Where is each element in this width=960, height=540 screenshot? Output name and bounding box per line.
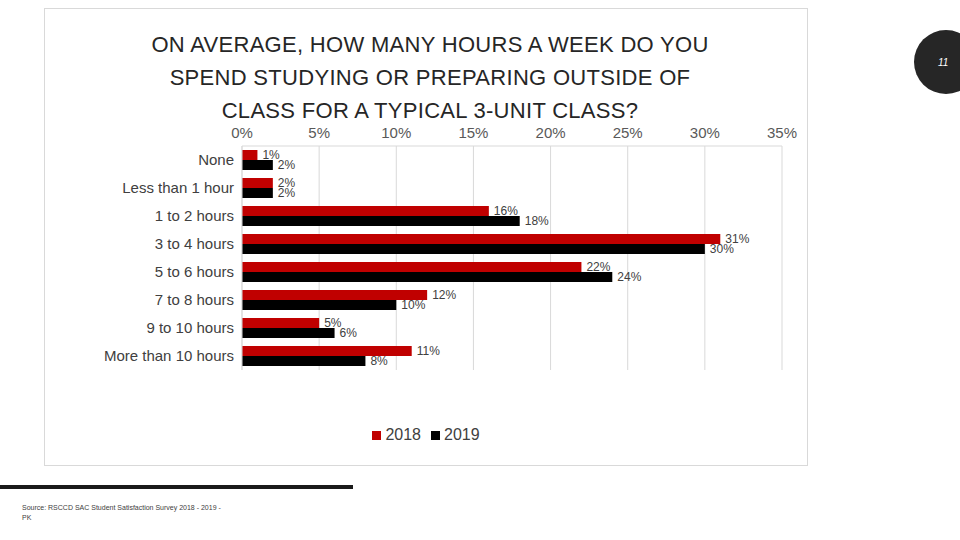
html-text:11: 11: [938, 56, 949, 68]
html-text:2019: 2019: [444, 426, 480, 443]
svg-text:18%: 18%: [525, 214, 549, 228]
svg-text:9 to 10 hours: 9 to 10 hours: [146, 319, 234, 336]
svg-text:8%: 8%: [370, 354, 388, 368]
svg-text:15%: 15%: [458, 124, 488, 141]
html-text:Source: RSCCD SAC Student Sati: Source: RSCCD SAC Student Satisfaction S…: [22, 504, 221, 521]
svg-text:2%: 2%: [278, 158, 296, 172]
svg-text:More than 10 hours: More than 10 hours: [104, 347, 234, 364]
svg-text:0%: 0%: [231, 124, 253, 141]
html-text:2018: 2018: [385, 426, 421, 443]
svg-text:11%: 11%: [417, 344, 440, 358]
svg-text:24%: 24%: [617, 270, 641, 284]
svg-text:Less than 1 hour: Less than 1 hour: [122, 179, 234, 196]
svg-text:10%: 10%: [401, 298, 425, 312]
svg-text:None: None: [198, 151, 234, 168]
svg-text:5 to 6 hours: 5 to 6 hours: [155, 263, 234, 280]
svg-text:2%: 2%: [278, 186, 296, 200]
svg-text:25%: 25%: [613, 124, 643, 141]
svg-text:20%: 20%: [536, 124, 566, 141]
svg-text:12%: 12%: [432, 288, 456, 302]
html-text:ON AVERAGE, HOW MANY HOURS A W: ON AVERAGE, HOW MANY HOURS A WEEK DO YOU…: [151, 32, 709, 123]
svg-text:2%: 2%: [277, 176, 296, 191]
svg-text:7 to 8 hours: 7 to 8 hours: [155, 291, 234, 308]
svg-text:35%: 35%: [767, 124, 797, 141]
svg-text:22%: 22%: [586, 260, 610, 274]
svg-text:1 to 2 hours: 1 to 2 hours: [155, 207, 234, 224]
svg-text:6%: 6%: [340, 326, 358, 340]
svg-text:5%: 5%: [308, 124, 330, 141]
svg-text:5%: 5%: [324, 316, 342, 331]
svg-text:30%: 30%: [710, 242, 734, 256]
svg-text:10%: 10%: [381, 124, 411, 141]
svg-text:3 to 4 hours: 3 to 4 hours: [155, 235, 234, 252]
svg-text:31%: 31%: [725, 232, 750, 247]
svg-text:16%: 16%: [494, 204, 518, 218]
svg-text:30%: 30%: [690, 124, 720, 141]
svg-text:1%: 1%: [262, 148, 280, 163]
